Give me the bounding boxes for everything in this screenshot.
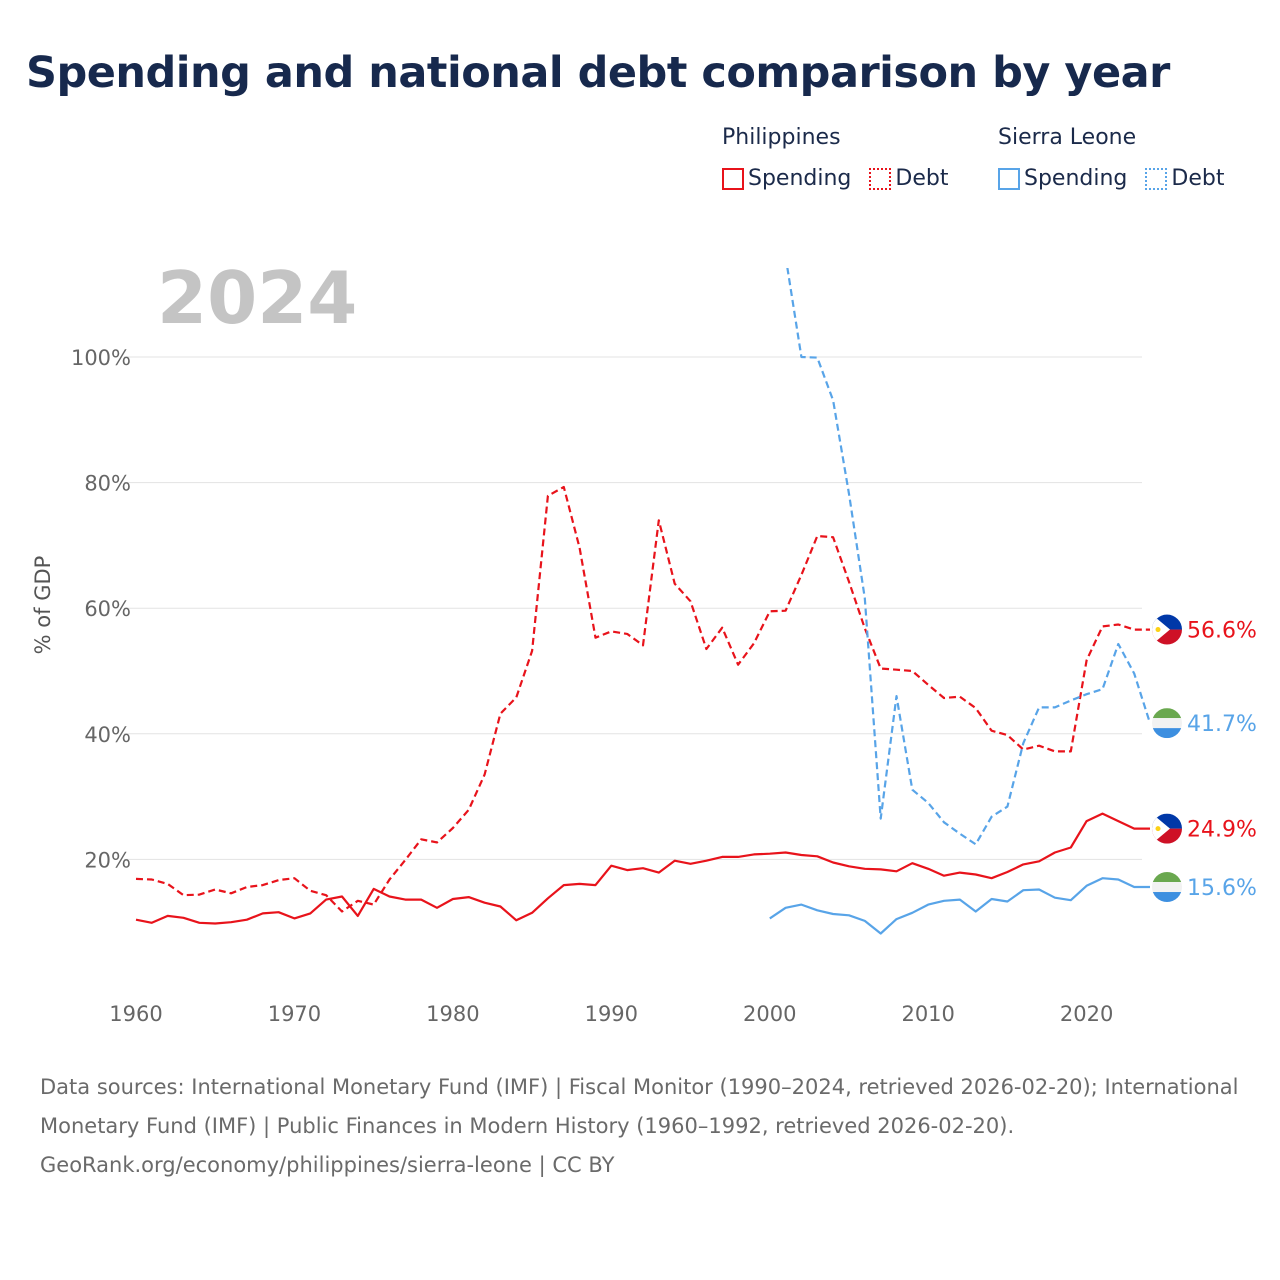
legend-label: Spending (748, 166, 852, 191)
legend-group-sierra-leone: Sierra Leone Spending Debt (998, 125, 1224, 191)
data-sources-note: Data sources: International Monetary Fun… (40, 1075, 1239, 1138)
end-value-label: 41.7% (1187, 712, 1257, 737)
y-tick-label: 100% (71, 346, 131, 370)
end-value-label: 56.6% (1187, 619, 1257, 644)
x-tick-label: 2020 (1060, 1002, 1113, 1026)
footer: Data sources: International Monetary Fun… (40, 1068, 1240, 1185)
x-axis-ticks: 1960 1970 1980 1990 2000 2010 2020 (109, 1002, 1113, 1026)
legend-sierra-leone-spending[interactable]: Spending (998, 166, 1127, 191)
series-line-sierra-leone-spending[interactable] (769, 877, 1150, 935)
x-tick-label: 2010 (901, 1002, 954, 1026)
series-line-sierra-leone-debt[interactable] (786, 257, 1152, 846)
sierra-leone-flag-icon (1152, 708, 1182, 739)
series-end-markers: 56.6% 24.9% 41.7% 15.6% (1152, 614, 1257, 903)
gridlines (124, 356, 1142, 860)
y-tick-label: 20% (84, 848, 131, 872)
x-tick-label: 2000 (743, 1002, 796, 1026)
legend-country-philippines: Philippines (722, 125, 841, 150)
legend-sierra-leone-debt[interactable]: Debt (1145, 166, 1224, 191)
legend-label: Debt (895, 166, 949, 191)
year-watermark: 2024 (157, 256, 357, 340)
end-value-label: 24.9% (1187, 818, 1257, 843)
x-tick-label: 1990 (585, 1002, 638, 1026)
end-value-label: 15.6% (1187, 876, 1257, 901)
y-tick-label: 80% (84, 472, 131, 496)
solid-line-swatch-icon (722, 167, 744, 190)
legend-label: Spending (1024, 166, 1128, 191)
y-tick-label: 60% (84, 597, 131, 621)
solid-line-swatch-icon (998, 167, 1020, 190)
x-tick-label: 1970 (268, 1002, 321, 1026)
series-line-philippines-spending[interactable] (135, 812, 1150, 925)
attribution-link[interactable]: GeoRank.org/economy/philippines/sierra-l… (40, 1153, 615, 1177)
philippines-flag-icon (1152, 813, 1182, 844)
dotted-line-swatch-icon (869, 167, 892, 190)
legend-philippines-spending[interactable]: Spending (722, 166, 851, 191)
end-marker-sierra-leone-spending: 15.6% (1152, 872, 1257, 903)
dotted-line-swatch-icon (1145, 167, 1168, 190)
sierra-leone-flag-icon (1152, 872, 1182, 903)
series-lines (135, 257, 1152, 935)
legend-label: Debt (1171, 166, 1225, 191)
series-line-philippines-debt[interactable] (135, 485, 1150, 913)
legend-country-sierra-leone: Sierra Leone (998, 125, 1137, 150)
y-axis-ticks: 20% 40% 60% 80% 100% (71, 346, 131, 872)
end-marker-philippines-debt: 56.6% (1152, 614, 1257, 645)
legend-group-philippines: Philippines Spending Debt (722, 125, 948, 191)
y-tick-label: 40% (84, 723, 131, 747)
philippines-flag-icon (1152, 614, 1182, 645)
legend-philippines-debt[interactable]: Debt (869, 166, 948, 191)
x-tick-label: 1960 (109, 1002, 162, 1026)
line-chart: 2024 % of GDP 20%40%60%80%100% 1960 1970 1… (31, 256, 1257, 1026)
y-axis-label: % of GDP (31, 556, 55, 655)
end-marker-philippines-spending: 24.9% (1152, 813, 1257, 844)
chart-title: Spending and national debt comparison by… (26, 48, 1170, 98)
end-marker-sierra-leone-debt: 41.7% (1152, 708, 1257, 739)
x-tick-label: 1980 (426, 1002, 479, 1026)
